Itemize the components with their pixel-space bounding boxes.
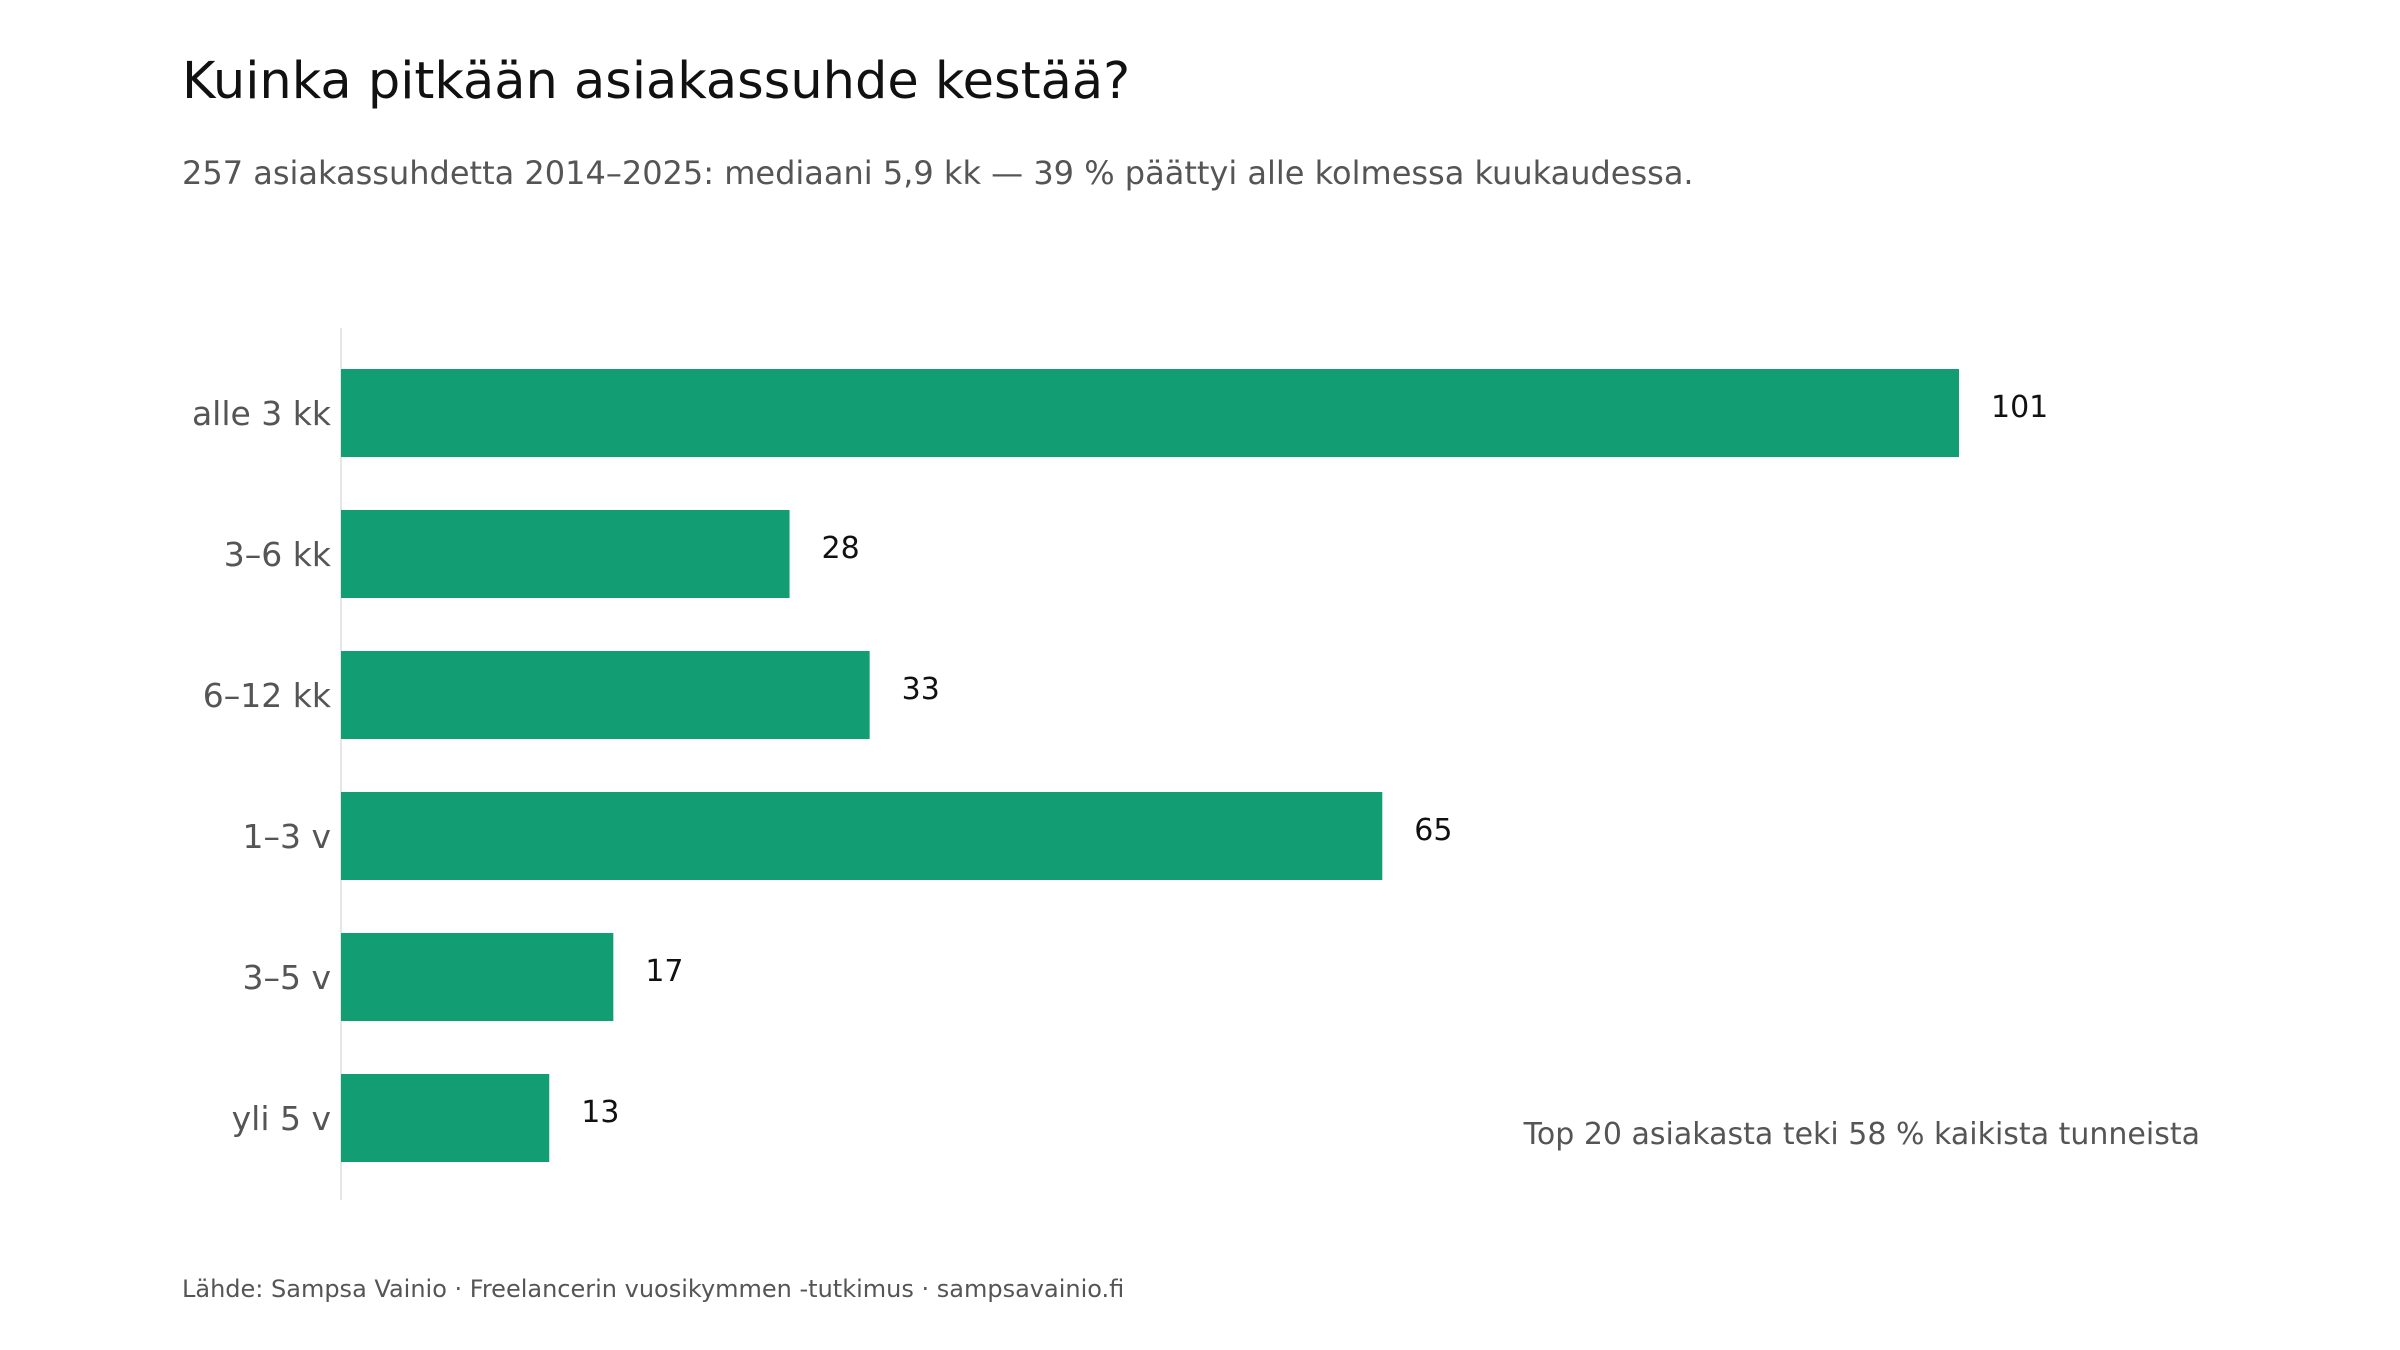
bar-3 — [341, 792, 1383, 880]
value-label-1: 28 — [822, 531, 860, 566]
category-label-0: alle 3 kk — [192, 394, 332, 433]
category-label-4: 3–5 v — [242, 958, 331, 997]
bars-group — [341, 369, 1959, 1162]
category-label-3: 1–3 v — [242, 817, 331, 856]
chart-title: Kuinka pitkään asiakassuhde kestää? — [182, 52, 1131, 111]
chart-annotation: Top 20 asiakasta teki 58 % kaikista tunn… — [1523, 1117, 2200, 1152]
bar-2 — [341, 651, 870, 739]
bar-0 — [341, 369, 1959, 457]
category-label-1: 3–6 kk — [224, 535, 332, 574]
category-labels-group: alle 3 kk 3–6 kk 6–12 kk 1–3 v 3–5 v yli 5 v — [192, 394, 332, 1138]
value-label-0: 101 — [1991, 390, 2048, 425]
value-label-3: 65 — [1414, 813, 1452, 848]
category-label-2: 6–12 kk — [203, 676, 332, 715]
bar-1 — [341, 510, 790, 598]
bar-4 — [341, 933, 614, 1021]
chart-subtitle: 257 asiakassuhdetta 2014–2025: mediaani … — [182, 154, 1694, 192]
value-label-4: 17 — [645, 954, 683, 989]
source-note: Lähde: Sampsa Vainio · Freelancerin vuos… — [182, 1275, 1125, 1303]
bar-5 — [341, 1074, 550, 1162]
value-labels-group: 101 28 33 65 17 13 — [581, 390, 2048, 1130]
category-label-5: yli 5 v — [232, 1099, 331, 1138]
value-label-5: 13 — [581, 1095, 619, 1130]
value-label-2: 33 — [902, 672, 940, 707]
